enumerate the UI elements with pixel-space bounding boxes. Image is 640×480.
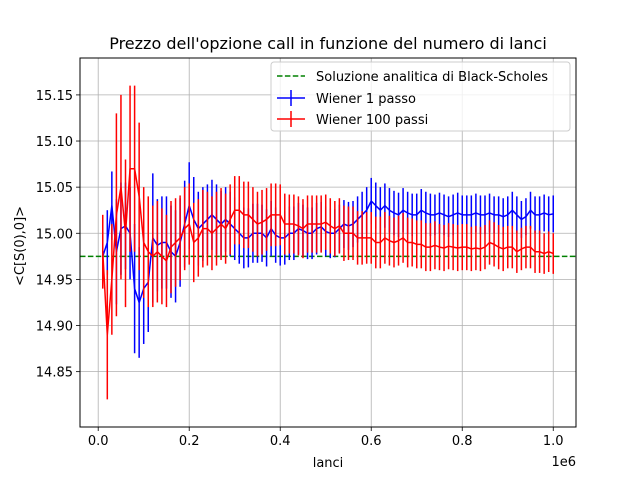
series-2-line <box>102 167 554 336</box>
y-tick-label: 15.05 <box>36 181 73 196</box>
legend-label-series-2: Wiener 100 passi <box>316 113 428 128</box>
y-ticks: 14.85 14.90 14.95 15.00 15.05 15.10 15.15 <box>36 89 80 381</box>
series-2 <box>102 85 554 400</box>
legend-box <box>270 61 571 132</box>
x-tick-label: 0.4 <box>270 434 291 449</box>
x-offset-label: 1e6 <box>551 455 576 470</box>
legend-swatch-series-2 <box>277 111 305 127</box>
x-tick-label: 1.0 <box>543 434 564 449</box>
x-tick-label: 0.8 <box>452 434 473 449</box>
x-tick-label: 0.0 <box>88 434 109 449</box>
legend-label-reference: Soluzione analitica di Black-Scholes <box>316 70 548 85</box>
x-tick-label: 0.6 <box>361 434 382 449</box>
series-1-line <box>102 200 554 304</box>
legend-swatch-series-1 <box>277 90 305 106</box>
x-axis-label: lanci <box>313 456 344 471</box>
y-tick-label: 15.10 <box>36 135 73 150</box>
y-tick-label: 14.95 <box>36 273 73 288</box>
y-tick-label: 15.00 <box>36 227 73 242</box>
y-tick-label: 14.90 <box>36 320 73 335</box>
legend: Soluzione analitica di Black-Scholes Wie… <box>270 61 571 132</box>
x-tick-label: 0.2 <box>179 434 200 449</box>
legend-label-series-1: Wiener 1 passo <box>316 92 416 107</box>
chart-title: Prezzo dell'opzione call in funzione del… <box>109 34 547 53</box>
series-layer <box>102 85 554 400</box>
x-ticks: 0.0 0.2 0.4 0.6 0.8 1.0 <box>88 427 564 449</box>
y-tick-label: 14.85 <box>36 366 73 381</box>
y-tick-label: 15.15 <box>36 89 73 104</box>
plot-frame <box>79 57 577 428</box>
y-axis-label: <C[S(0),0]> <box>13 206 28 286</box>
